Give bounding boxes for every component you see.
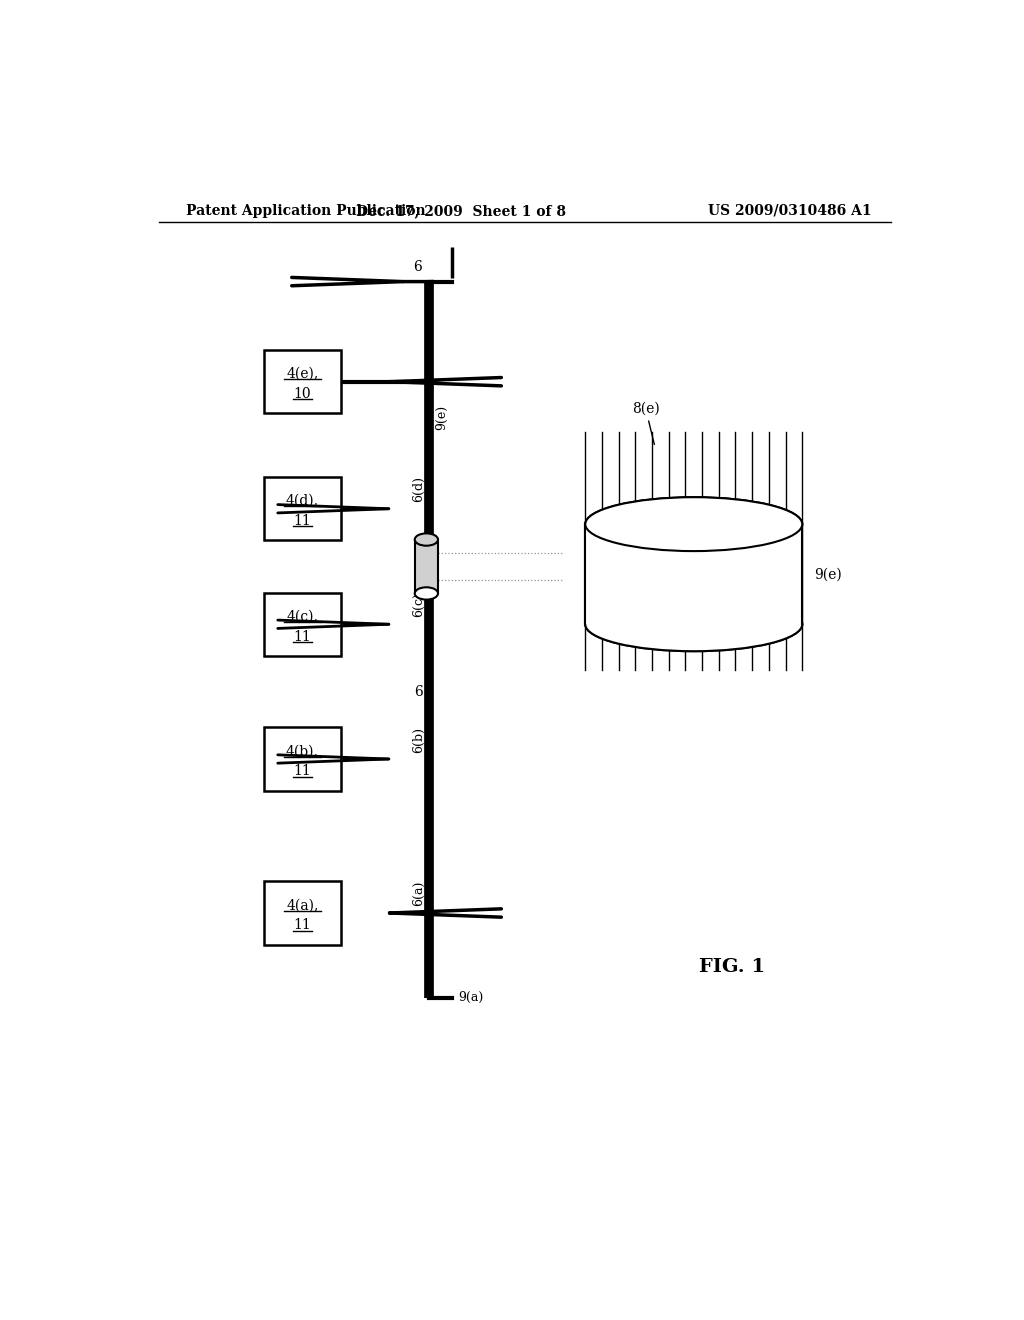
Ellipse shape	[415, 587, 438, 599]
Text: 4(b),: 4(b),	[286, 744, 318, 758]
Text: 6(c): 6(c)	[412, 593, 425, 618]
Bar	[586, 524, 802, 624]
Text: 6: 6	[413, 260, 422, 275]
Text: Dec. 17, 2009  Sheet 1 of 8: Dec. 17, 2009 Sheet 1 of 8	[356, 203, 566, 218]
Text: 10: 10	[294, 387, 311, 401]
Text: 8(e): 8(e)	[632, 401, 659, 445]
Text: 11: 11	[294, 513, 311, 528]
Text: 11: 11	[294, 764, 311, 779]
Bar	[415, 540, 438, 594]
Text: 4(e),: 4(e),	[287, 367, 318, 381]
Text: US 2009/0310486 A1: US 2009/0310486 A1	[709, 203, 872, 218]
Bar	[263, 350, 341, 413]
Text: 6: 6	[414, 685, 423, 698]
Ellipse shape	[586, 498, 802, 552]
Bar	[263, 478, 341, 540]
Bar	[263, 882, 341, 945]
Ellipse shape	[415, 533, 438, 545]
Text: 6(b): 6(b)	[412, 727, 425, 752]
Text: Patent Application Publication: Patent Application Publication	[186, 203, 426, 218]
Text: 4(a),: 4(a),	[286, 899, 318, 912]
Text: 11: 11	[294, 630, 311, 644]
Ellipse shape	[586, 597, 802, 651]
Bar	[263, 593, 341, 656]
Text: 9(e): 9(e)	[814, 568, 842, 581]
Bar	[263, 727, 341, 791]
Text: 4(c),: 4(c),	[287, 610, 318, 623]
Text: 6(d): 6(d)	[412, 477, 425, 503]
Text: FIG. 1: FIG. 1	[699, 958, 766, 975]
Text: 9(a): 9(a)	[458, 991, 483, 1005]
Bar	[586, 524, 802, 624]
Text: 4(d),: 4(d),	[286, 494, 318, 508]
Text: 6(a): 6(a)	[412, 880, 425, 907]
Text: 9(e): 9(e)	[435, 405, 447, 430]
Ellipse shape	[586, 498, 802, 552]
Text: 11: 11	[294, 919, 311, 932]
Ellipse shape	[586, 597, 802, 651]
